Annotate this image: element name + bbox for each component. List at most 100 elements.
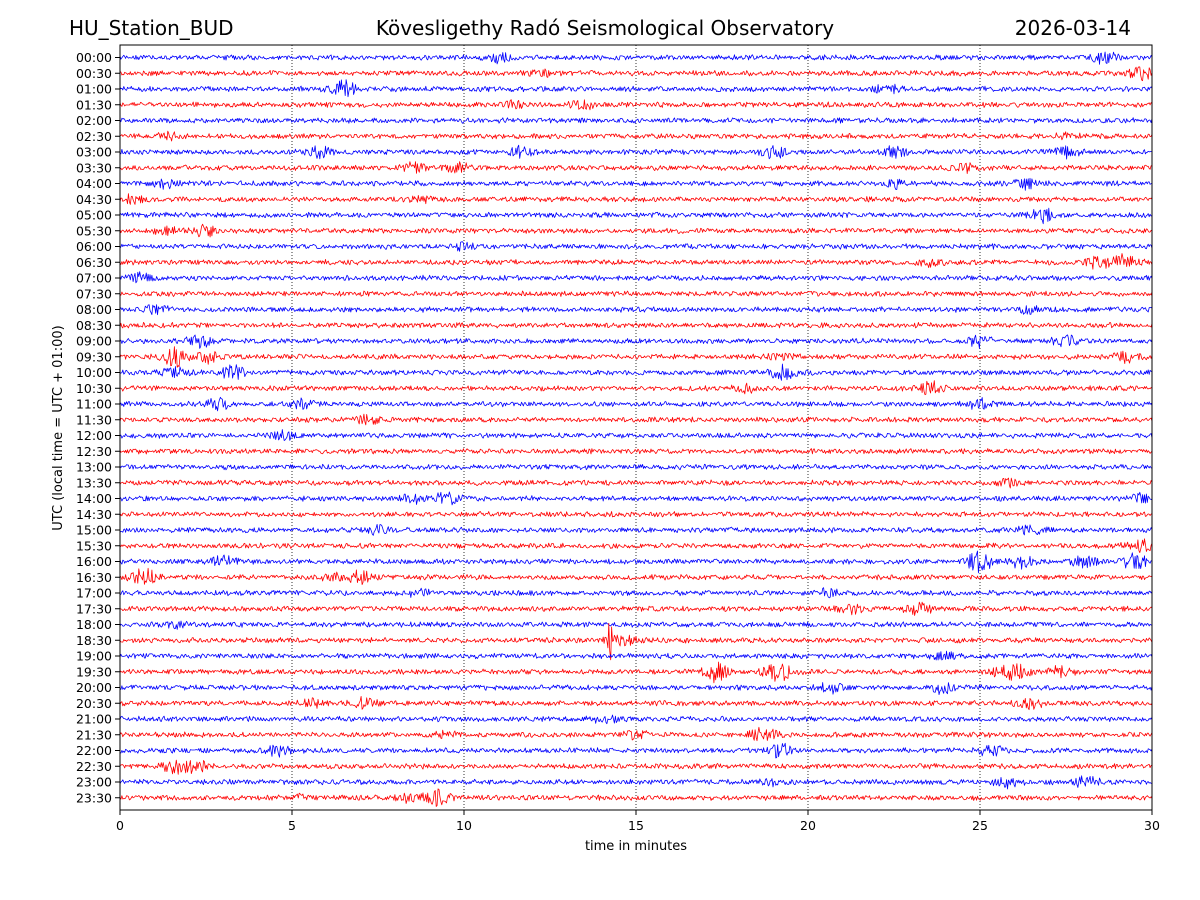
y-tick-label-14:30: 14:30 bbox=[76, 507, 112, 522]
y-tick-label-08:30: 08:30 bbox=[76, 318, 112, 333]
y-tick-label-23:00: 23:00 bbox=[76, 775, 112, 790]
trace-16:30 bbox=[119, 567, 1153, 585]
y-tick-label-17:00: 17:00 bbox=[76, 586, 112, 601]
x-tick-label: 15 bbox=[628, 818, 644, 833]
y-tick-label-10:00: 10:00 bbox=[76, 365, 112, 380]
y-tick-label-18:00: 18:00 bbox=[76, 617, 112, 632]
trace-13:00 bbox=[119, 463, 1153, 471]
y-tick-label-13:30: 13:30 bbox=[76, 475, 112, 490]
y-tick-label-01:00: 01:00 bbox=[76, 82, 112, 97]
trace-13:30 bbox=[119, 477, 1153, 489]
trace-04:30 bbox=[119, 193, 1153, 205]
y-tick-label-20:00: 20:00 bbox=[76, 680, 112, 695]
y-tick-label-21:30: 21:30 bbox=[76, 727, 112, 742]
y-tick-label-08:00: 08:00 bbox=[76, 302, 112, 317]
trace-06:30 bbox=[119, 253, 1153, 270]
trace-04:00 bbox=[119, 177, 1153, 191]
trace-20:00 bbox=[119, 682, 1153, 695]
observatory-title: Köveslig­ethy Radó Seismological Observa… bbox=[376, 16, 834, 40]
y-tick-label-12:00: 12:00 bbox=[76, 428, 112, 443]
x-tick-label: 10 bbox=[456, 818, 472, 833]
y-tick-label-20:30: 20:30 bbox=[76, 696, 112, 711]
y-tick-label-03:00: 03:00 bbox=[76, 145, 112, 160]
y-tick-label-06:30: 06:30 bbox=[76, 255, 112, 270]
trace-01:00 bbox=[119, 79, 1153, 98]
trace-08:00 bbox=[119, 304, 1153, 316]
y-tick-label-16:30: 16:30 bbox=[76, 570, 112, 585]
trace-15:30 bbox=[119, 538, 1153, 553]
y-tick-label-16:00: 16:00 bbox=[76, 554, 112, 569]
trace-05:30 bbox=[119, 223, 1153, 238]
y-tick-label-09:00: 09:00 bbox=[76, 334, 112, 349]
y-tick-label-05:30: 05:30 bbox=[76, 223, 112, 238]
trace-22:00 bbox=[119, 742, 1153, 759]
x-tick-label: 5 bbox=[288, 818, 296, 833]
trace-03:00 bbox=[119, 144, 1152, 160]
trace-11:30 bbox=[119, 413, 1153, 426]
trace-05:00 bbox=[119, 207, 1153, 225]
trace-10:30 bbox=[119, 380, 1153, 396]
trace-08:30 bbox=[119, 322, 1153, 329]
y-tick-label-05:00: 05:00 bbox=[76, 208, 112, 223]
trace-21:00 bbox=[119, 714, 1153, 725]
x-tick-label: 0 bbox=[116, 818, 124, 833]
y-tick-label-14:00: 14:00 bbox=[76, 491, 112, 506]
trace-00:30 bbox=[119, 66, 1153, 82]
trace-09:00 bbox=[119, 334, 1153, 349]
y-tick-label-07:30: 07:30 bbox=[76, 286, 112, 301]
x-tick-label: 25 bbox=[972, 818, 988, 833]
y-axis-label: UTC (local time = UTC + 01:00) bbox=[51, 325, 66, 530]
trace-15:00 bbox=[119, 524, 1153, 536]
plot-frame bbox=[119, 44, 1153, 811]
seismic-traces bbox=[119, 51, 1153, 807]
trace-07:30 bbox=[119, 290, 1153, 297]
trace-14:00 bbox=[119, 491, 1153, 506]
y-tick-label-13:00: 13:00 bbox=[76, 460, 112, 475]
y-tick-label-04:30: 04:30 bbox=[76, 192, 112, 207]
y-tick-label-11:30: 11:30 bbox=[76, 412, 112, 427]
y-tick-label-15:30: 15:30 bbox=[76, 538, 112, 553]
trace-06:00 bbox=[119, 241, 1153, 252]
y-tick-label-18:30: 18:30 bbox=[76, 633, 112, 648]
trace-02:30 bbox=[120, 130, 1153, 142]
y-tick-label-22:00: 22:00 bbox=[76, 743, 112, 758]
trace-14:30 bbox=[119, 511, 1153, 518]
y-axis-ticks: 00:0000:3001:0001:3002:0002:3003:0003:30… bbox=[76, 50, 120, 805]
y-tick-label-22:30: 22:30 bbox=[76, 759, 112, 774]
trace-09:30 bbox=[119, 346, 1153, 368]
trace-23:00 bbox=[119, 775, 1153, 790]
x-axis-label: time in minutes bbox=[585, 839, 687, 854]
x-tick-label: 30 bbox=[1144, 818, 1160, 833]
trace-12:00 bbox=[119, 429, 1153, 441]
y-tick-label-03:30: 03:30 bbox=[76, 160, 112, 175]
y-tick-label-04:00: 04:00 bbox=[76, 176, 112, 191]
y-tick-label-02:30: 02:30 bbox=[76, 129, 112, 144]
y-tick-label-21:00: 21:00 bbox=[76, 712, 112, 727]
y-tick-label-10:30: 10:30 bbox=[76, 381, 112, 396]
y-tick-label-00:00: 00:00 bbox=[76, 50, 112, 65]
trace-21:30 bbox=[119, 726, 1153, 742]
trace-11:00 bbox=[119, 396, 1153, 412]
y-tick-label-00:30: 00:30 bbox=[76, 66, 112, 81]
y-tick-label-15:00: 15:00 bbox=[76, 523, 112, 538]
trace-03:30 bbox=[119, 161, 1153, 174]
station-title: HU_Station_BUD bbox=[69, 16, 234, 40]
y-tick-label-02:00: 02:00 bbox=[76, 113, 112, 128]
y-tick-label-23:30: 23:30 bbox=[76, 790, 112, 805]
x-axis-ticks: 0 5 10 15 20 25 30 bbox=[116, 810, 1160, 833]
trace-07:00 bbox=[119, 271, 1153, 284]
trace-18:00 bbox=[119, 620, 1153, 630]
trace-20:30 bbox=[119, 696, 1153, 711]
trace-19:30 bbox=[119, 661, 1153, 684]
y-tick-label-06:00: 06:00 bbox=[76, 239, 112, 254]
date-title: 2026-03-14 bbox=[1015, 16, 1131, 40]
y-tick-label-09:30: 09:30 bbox=[76, 349, 112, 364]
y-tick-label-17:30: 17:30 bbox=[76, 601, 112, 616]
trace-00:00 bbox=[119, 51, 1153, 65]
trace-16:00 bbox=[119, 550, 1153, 574]
trace-10:00 bbox=[119, 363, 1153, 381]
trace-22:30 bbox=[119, 759, 1153, 775]
y-tick-label-11:00: 11:00 bbox=[76, 397, 112, 412]
trace-19:00 bbox=[119, 650, 1153, 661]
